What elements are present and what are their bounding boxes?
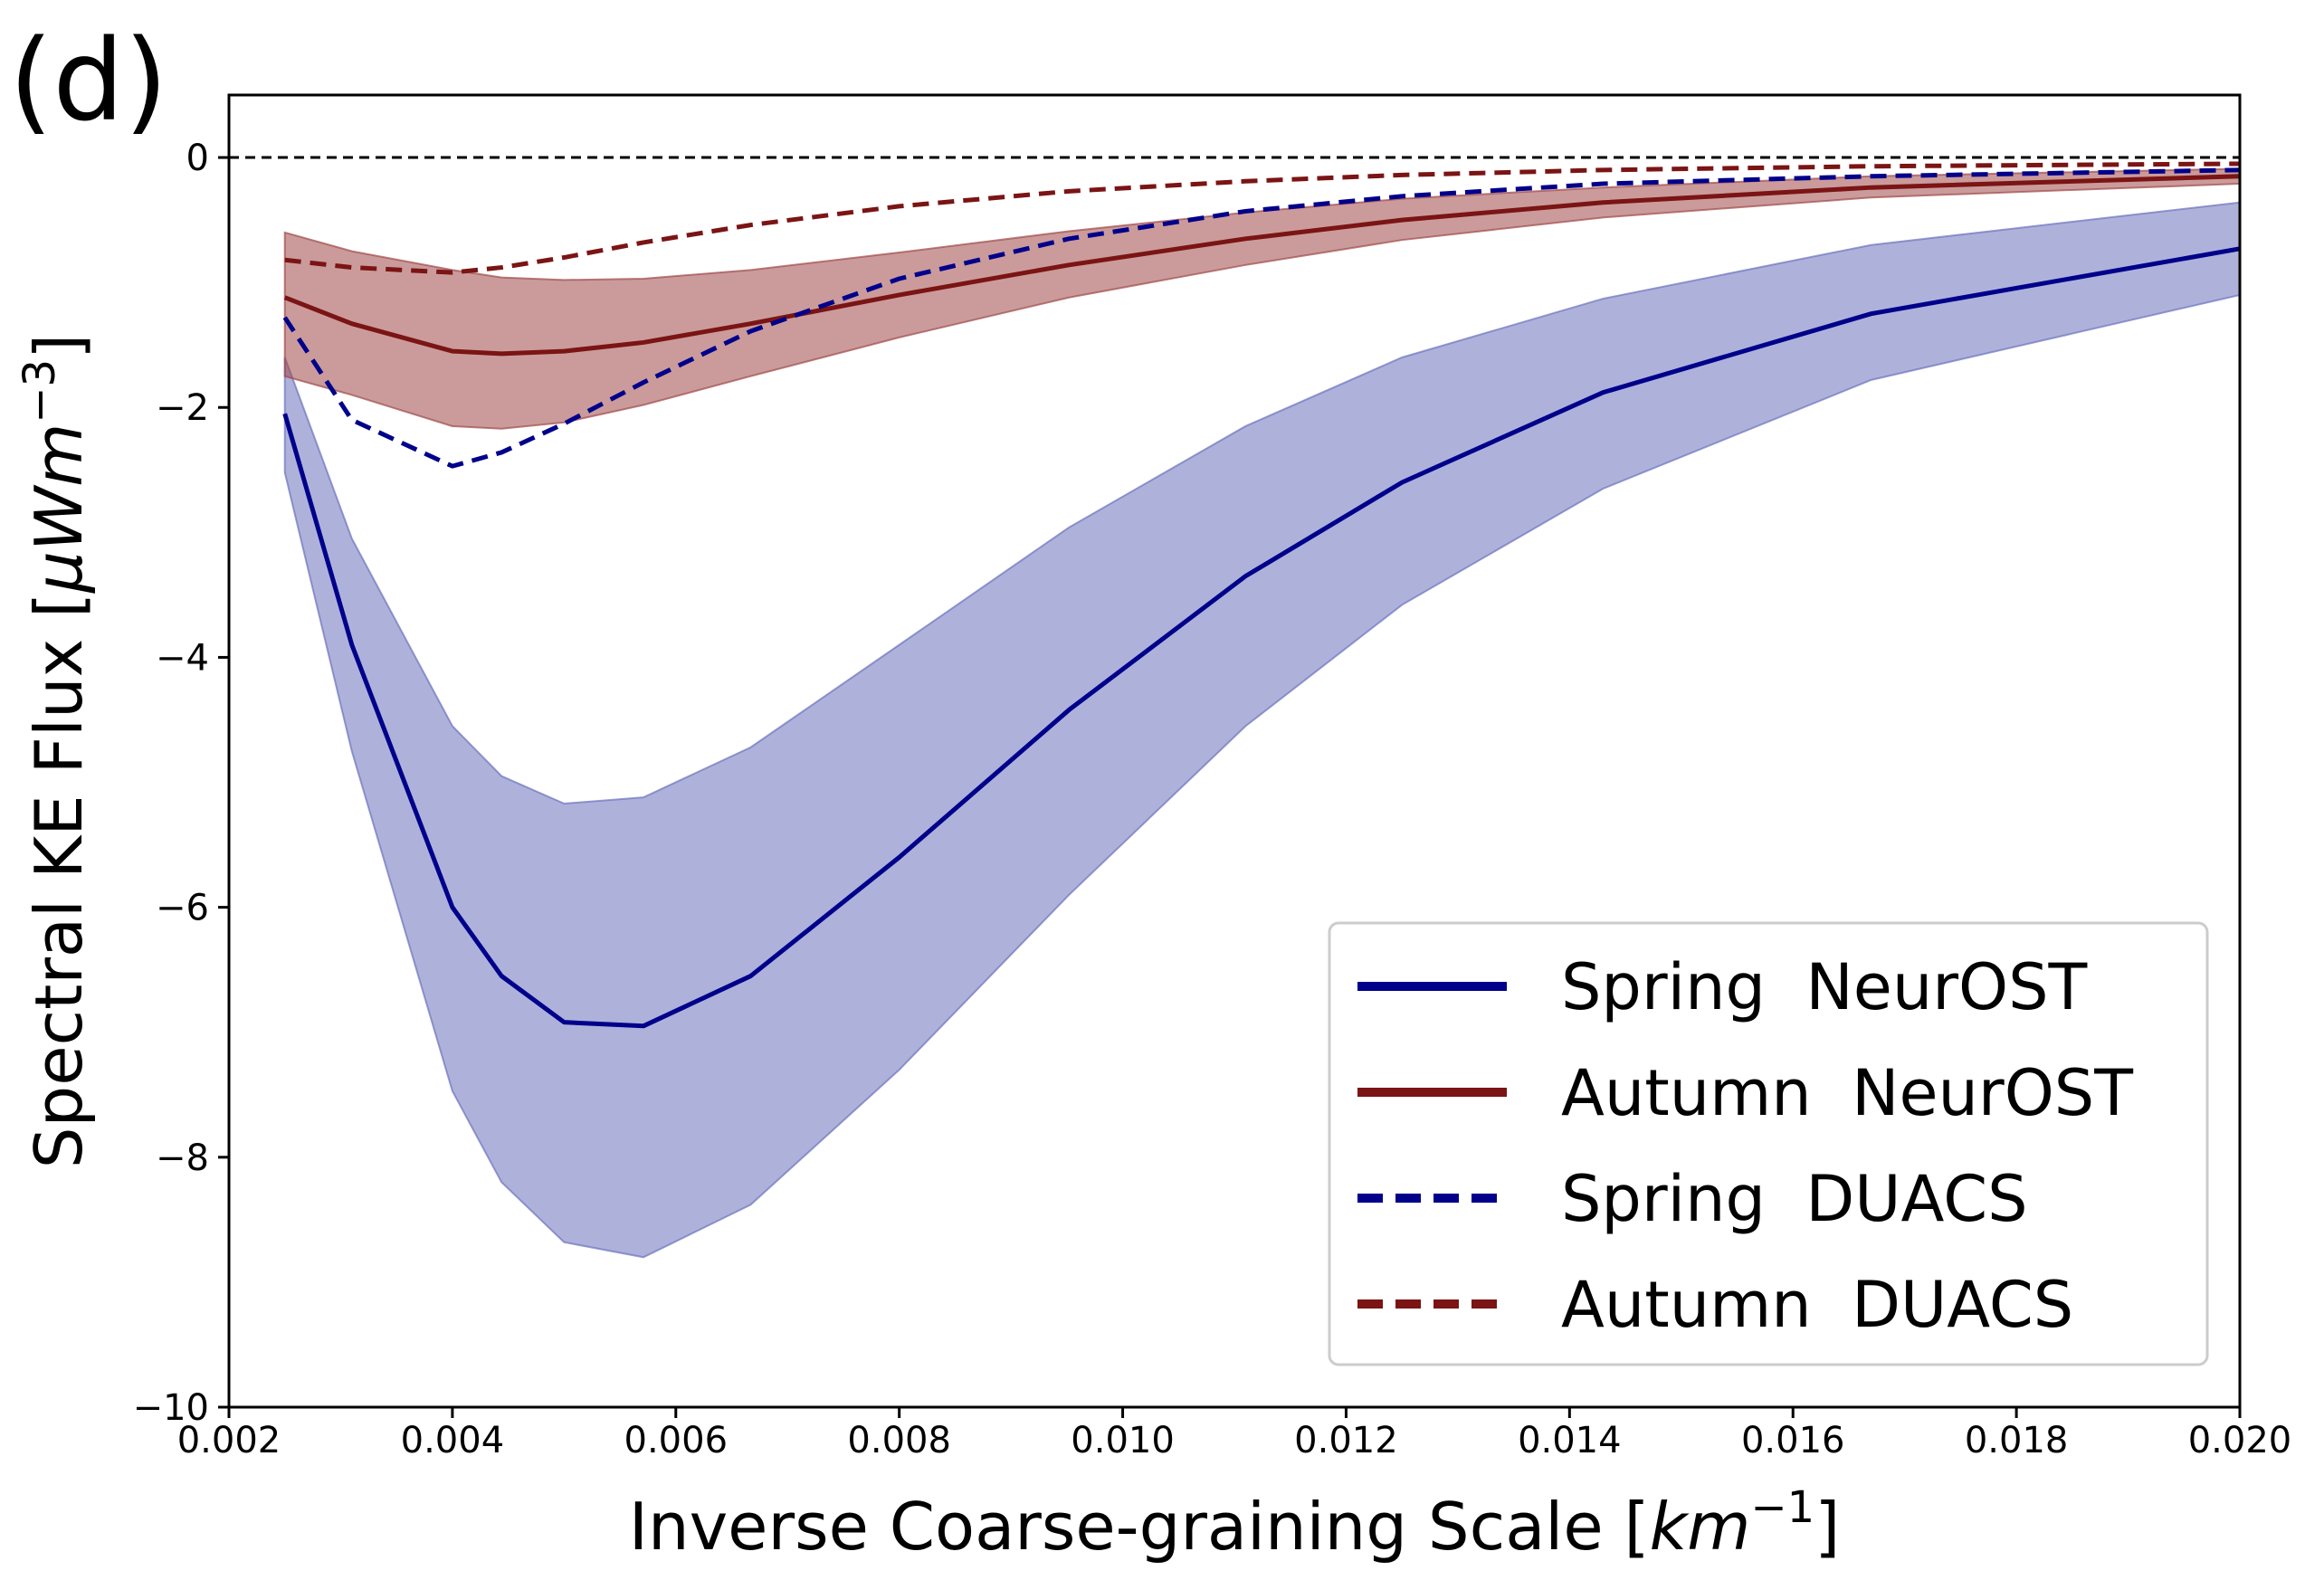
plot-frame — [227, 93, 2242, 1409]
x-tick-label: 0.002 — [177, 1420, 281, 1461]
y-tick-label: 0 — [186, 138, 209, 179]
x-tick-label: 0.016 — [1741, 1420, 1845, 1461]
legend: Spring NeurOST Autumn NeurOST Spring DUACS… — [1328, 921, 2209, 1366]
x-axis: 0.002 0.004 0.006 0.008 0.010 0.012 0.014 0.016… — [177, 1407, 2292, 1461]
x-axis-label-exponent: −1 — [1750, 1482, 1814, 1533]
legend-label-spring-neurost: Spring NeurOST — [1561, 950, 2088, 1024]
y-axis-label: Spectral KE Flux [μWm−3] — [14, 334, 97, 1168]
band-autumn-neurost — [283, 167, 2240, 430]
y-axis-label-close: ] — [21, 334, 97, 359]
x-axis-label-unit: km — [1650, 1489, 1751, 1565]
y-axis: 0 −2 −4 −6 −8 −10 — [133, 138, 229, 1429]
x-axis-label: Inverse Coarse-graining Scale [km−1] — [629, 1482, 1841, 1565]
x-tick-label: 0.004 — [401, 1420, 505, 1461]
series-line-autumn-neurost — [283, 174, 2240, 357]
legend-frame — [1328, 921, 2209, 1366]
series-line-autumn-duacs — [284, 161, 2240, 275]
y-tick-label: −6 — [156, 888, 209, 929]
band-spring-neurost — [283, 201, 2240, 1259]
x-tick-label: 0.006 — [624, 1420, 729, 1461]
plot-area — [229, 156, 2240, 1259]
x-axis-label-main: Inverse Coarse-graining Scale [ — [629, 1489, 1650, 1565]
x-tick-label: 0.010 — [1071, 1420, 1175, 1461]
y-axis-label-exponent: −3 — [14, 359, 65, 424]
y-tick-label: −10 — [133, 1387, 209, 1429]
y-tick-label: −2 — [156, 387, 209, 429]
series-line-spring-neurost — [282, 246, 2240, 1029]
x-tick-label: 0.020 — [2188, 1420, 2292, 1461]
x-axis-label-close: ] — [1814, 1489, 1840, 1565]
series-line-spring-duacs — [282, 167, 2240, 469]
x-tick-label: 0.008 — [847, 1420, 951, 1461]
x-tick-label: 0.012 — [1294, 1420, 1398, 1461]
x-tick-label: 0.014 — [1518, 1420, 1622, 1461]
legend-label-autumn-neurost: Autumn NeurOST — [1561, 1056, 2133, 1130]
x-tick-label: 0.018 — [1965, 1420, 2069, 1461]
y-axis-label-unit: μWm — [21, 424, 97, 594]
legend-label-autumn-duacs: Autumn DUACS — [1561, 1268, 2073, 1342]
legend-label-spring-duacs: Spring DUACS — [1561, 1162, 2028, 1236]
y-tick-label: −8 — [156, 1137, 209, 1179]
panel-label: (d) — [9, 16, 167, 147]
y-tick-label: −4 — [156, 637, 209, 679]
y-axis-label-main: Spectral KE Flux [ — [21, 593, 97, 1168]
